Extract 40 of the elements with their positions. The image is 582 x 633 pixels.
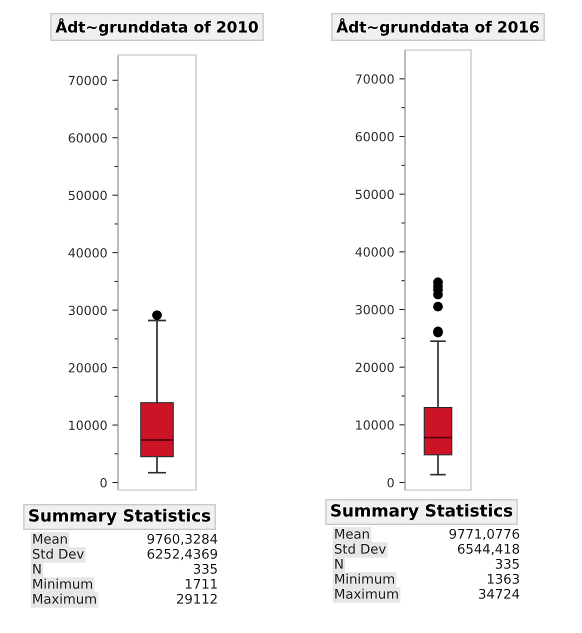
text: 6252,4369 <box>148 548 218 560</box>
text: 1363 <box>488 574 519 584</box>
text: Summary Statistics <box>29 508 210 526</box>
y-tick-label: 0 <box>100 478 107 488</box>
y-tick-label: 40000 <box>68 248 107 258</box>
text: Minimum <box>33 578 92 589</box>
y-tick-label: 30000 <box>68 306 107 316</box>
text: 335 <box>194 564 217 574</box>
text: Minimum <box>335 574 394 584</box>
text: 1711 <box>186 579 217 589</box>
y-tick-label: 70000 <box>68 76 107 86</box>
y-tick-label: 50000 <box>356 190 394 200</box>
text: 9760,3284 <box>147 534 218 546</box>
chart-title: Ådt~grunddata of 2010 <box>55 18 258 36</box>
y-tick-label: 20000 <box>356 362 394 372</box>
text: N <box>33 564 41 574</box>
y-tick-label: 20000 <box>68 363 107 373</box>
y-tick-label: 70000 <box>356 74 394 84</box>
chart-title: Ådt~grunddata of 2016 <box>336 18 539 36</box>
text: 335 <box>496 558 519 569</box>
text: Std Dev <box>32 548 84 559</box>
text: Mean <box>335 529 369 539</box>
text: 9771,0776 <box>449 528 520 540</box>
text: 34724 <box>479 588 520 599</box>
text: N <box>335 559 343 569</box>
y-tick-label: 10000 <box>69 420 107 430</box>
y-tick-label: 10000 <box>356 420 394 430</box>
y-tick-label: 60000 <box>356 132 394 142</box>
y-tick-label: 50000 <box>68 190 107 200</box>
y-tick-label: 30000 <box>356 304 394 314</box>
y-tick-label: 40000 <box>355 247 394 257</box>
text: 6544,418 <box>458 544 520 556</box>
text: Maximum <box>335 588 398 599</box>
text: 29112 <box>176 594 217 604</box>
text: Std Dev <box>334 544 386 554</box>
y-tick-label: 60000 <box>68 133 107 143</box>
text: Maximum <box>33 594 96 604</box>
text: Summary Statistics <box>331 504 512 520</box>
y-tick-label: 0 <box>387 478 394 488</box>
text: Mean <box>33 534 67 544</box>
